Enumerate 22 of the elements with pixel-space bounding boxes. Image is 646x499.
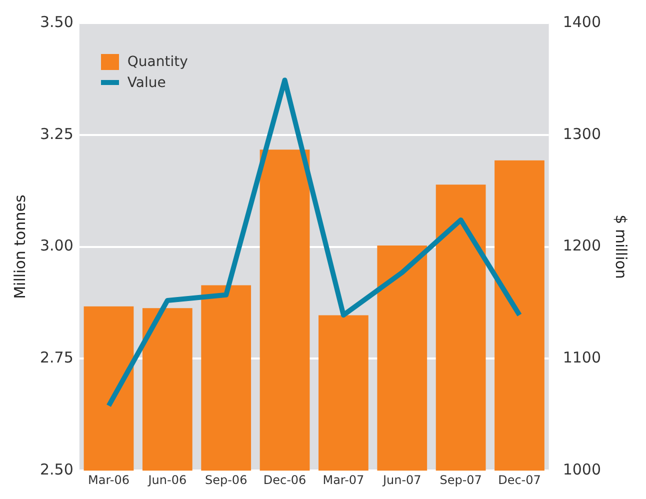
y-tick-label: 3.25 (40, 124, 74, 143)
x-tick-label: Sep-06 (204, 472, 248, 487)
y-tick-label: 2.75 (40, 348, 74, 367)
y2-axis-title: $ million (612, 214, 630, 279)
x-tick-label: Sep-07 (440, 472, 482, 487)
x-tick-label: Jun-07 (382, 472, 422, 487)
legend-label: Quantity (127, 54, 188, 70)
x-tick-label: Mar-07 (322, 472, 364, 487)
y2-tick-label: 1200 (562, 236, 602, 255)
y2-tick-label: 1300 (562, 124, 602, 143)
x-tick-label: Mar-06 (88, 472, 130, 487)
y-axis-title: Million tonnes (10, 194, 29, 299)
y2-tick-label: 1400 (562, 12, 602, 31)
x-tick-label: Dec-06 (263, 472, 306, 487)
y-tick-label: 2.50 (40, 460, 74, 478)
y2-tick-label: 1100 (562, 348, 602, 367)
x-tick-label: Dec-07 (498, 472, 541, 487)
y-tick-label: 3.50 (40, 12, 74, 31)
x-tick-label: Jun-06 (147, 472, 187, 487)
y-tick-label: 3.00 (40, 236, 74, 255)
y2-tick-label: 1000 (562, 460, 602, 478)
legend-label: Value (127, 74, 166, 90)
